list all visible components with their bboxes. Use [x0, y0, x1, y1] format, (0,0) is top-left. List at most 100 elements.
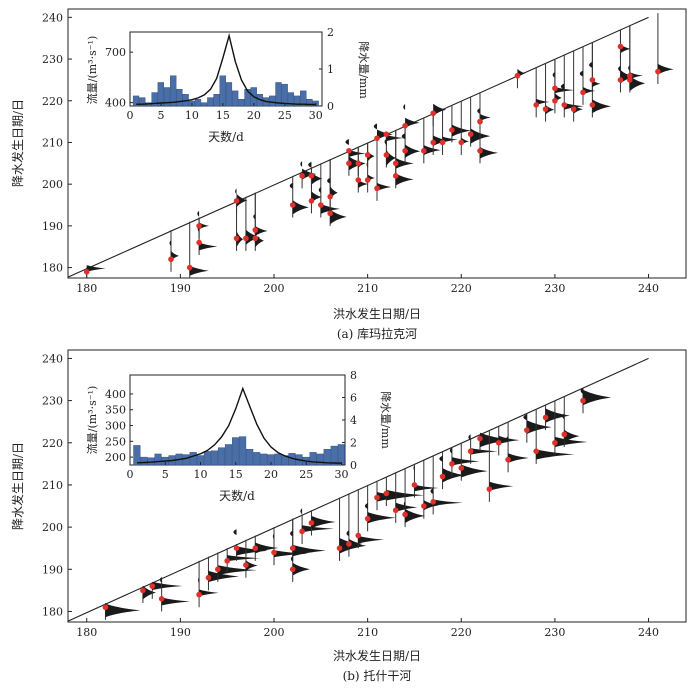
precip-point [458, 465, 465, 471]
precip-point [627, 77, 633, 83]
precip-point [149, 583, 156, 589]
flood-glyph [592, 99, 611, 114]
x-tick-label: 180 [76, 282, 97, 295]
flood-glyph [198, 577, 200, 584]
flood-glyph [152, 581, 183, 591]
flood-glyph [573, 104, 583, 114]
inset-x-tick-label: 15 [229, 468, 243, 481]
flood-glyph [105, 603, 141, 618]
flood-glyph [536, 449, 575, 460]
discharge-bar [309, 452, 317, 466]
flood-glyph [86, 265, 106, 272]
precip-point [102, 604, 109, 611]
flood-glyph [583, 389, 612, 406]
flood-glyph [330, 209, 347, 225]
precip-point [392, 160, 399, 167]
flood-glyph [583, 86, 596, 95]
precip-point [486, 486, 493, 492]
precip-point [308, 198, 315, 204]
discharge-bar [140, 456, 148, 466]
precip-point [243, 562, 249, 568]
flood-glyph [552, 71, 555, 78]
precip-point [289, 545, 296, 552]
flood-glyph [292, 562, 310, 576]
flood-glyph [423, 145, 441, 156]
flood-glyph [395, 158, 414, 169]
flood-glyph [405, 508, 425, 523]
discharge-bar [337, 444, 345, 466]
flood-glyph [554, 436, 588, 448]
precip-point [299, 528, 305, 535]
precip-point [505, 456, 511, 463]
precip-point [355, 177, 362, 183]
panel-b-inset-axes: 0 5 10 15 20 25 30 200 250 300 350 400 0 2 4 6 8 [105, 369, 357, 481]
precip-point [83, 268, 90, 275]
flood-glyph [442, 136, 458, 143]
flood-glyph [199, 242, 218, 251]
flood-glyph [367, 512, 397, 524]
flood-glyph [161, 597, 190, 606]
y-tick-label: 200 [42, 521, 63, 534]
panel-b-axes: 180 190 200 210 220 230 2401801902002102202302… [42, 352, 659, 639]
discharge-bar [274, 453, 282, 466]
flood-glyph [592, 80, 601, 88]
flood-glyph [236, 231, 244, 248]
inset-yr-tick-label: 6 [350, 392, 357, 405]
precip-point [430, 499, 436, 505]
flood-glyph [292, 544, 326, 557]
discharge-bar [246, 449, 254, 466]
precip-point [355, 532, 362, 539]
precip-point [346, 160, 352, 167]
flood-glyph [235, 188, 237, 195]
flood-glyph [526, 420, 552, 435]
precip-point [477, 435, 483, 442]
precip-point [570, 106, 577, 112]
flood-glyph [423, 500, 439, 511]
inset-yr-tick-label: 4 [350, 414, 357, 427]
precip-point [439, 473, 446, 480]
inset-yr-tick-label: 1 [327, 63, 334, 76]
precip-point [252, 545, 259, 552]
precip-point [158, 596, 165, 602]
inset-x-tick-label: 30 [309, 109, 323, 122]
panel-b-inset-line [136, 386, 342, 464]
flood-glyph [290, 530, 293, 537]
flood-glyph [579, 70, 583, 77]
discharge-bar [231, 90, 239, 107]
flood-glyph [580, 387, 583, 394]
discharge-bar [189, 452, 197, 466]
precip-point [205, 574, 212, 581]
flood-glyph [255, 542, 279, 554]
inset-yr-tick-label: 2 [350, 437, 357, 450]
precip-point [233, 545, 240, 552]
precip-point [383, 490, 390, 497]
precip-point [374, 185, 380, 192]
panel-a-ylabel: 降水发生日期/日 [10, 99, 25, 187]
precip-point [552, 85, 558, 92]
inset-yl-tick-label: 200 [105, 451, 126, 464]
precip-point [655, 68, 661, 75]
flood-glyph [292, 200, 309, 215]
precip-point [233, 198, 240, 204]
y-tick-label: 240 [42, 11, 63, 24]
inset-yr-tick-label: 0 [350, 459, 357, 472]
panel-a-flood-glyphs [86, 13, 674, 278]
y-tick-label: 240 [42, 352, 63, 365]
discharge-bar [163, 87, 171, 107]
precip-point [140, 587, 146, 594]
precip-point [542, 106, 549, 112]
flood-glyph [629, 72, 644, 80]
precip-point [467, 448, 474, 455]
precip-point [168, 256, 174, 263]
flood-glyph [589, 61, 593, 68]
x-tick-label: 180 [76, 626, 97, 639]
flood-glyph [142, 585, 156, 600]
flood-glyph [430, 488, 434, 495]
discharge-bar [287, 92, 295, 107]
flood-glyph [272, 533, 274, 540]
precip-line [136, 32, 316, 106]
discharge-bar [225, 82, 233, 107]
flood-glyph [318, 186, 321, 193]
x-tick-label: 200 [264, 626, 285, 639]
precip-point [383, 152, 390, 158]
